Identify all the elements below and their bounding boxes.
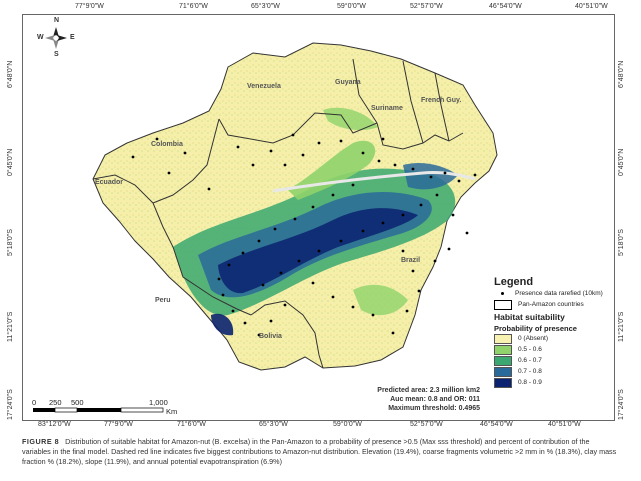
country-label: Guyana bbox=[335, 79, 361, 86]
bottom-tick-label: 71°6'0"W bbox=[177, 421, 206, 428]
scale-unit: Km bbox=[166, 407, 178, 416]
presence-points bbox=[131, 133, 477, 337]
legend-classes: 0 (Absent) 0.5 - 0.6 0.6 - 0.7 0.7 - 0.8 0.8… bbox=[494, 333, 614, 388]
scale-label: 250 bbox=[49, 398, 62, 407]
caption-text: Distribution of suitable habitat for Ama… bbox=[22, 437, 617, 466]
bottom-tick-label: 40°51'0"W bbox=[548, 421, 581, 428]
auc-mean: Auc mean: 0.8 and OR: 011 bbox=[390, 396, 480, 403]
left-tick-label: 0°45'0"N bbox=[7, 148, 14, 176]
south-label: S bbox=[54, 51, 59, 58]
bottom-tick-label: 77°9'0"W bbox=[104, 421, 133, 428]
legend-title: Legend bbox=[494, 276, 534, 288]
bottom-tick-label: 83°12'0"W bbox=[38, 421, 71, 428]
left-tick-label: 11°21'0"S bbox=[7, 311, 14, 342]
legend-class-label: 0.5 - 0.6 bbox=[518, 346, 542, 353]
legend-presence-label: Presence data rarefied (10km) bbox=[515, 290, 603, 297]
bottom-tick-label: 46°54'0"W bbox=[480, 421, 513, 428]
legend-class-label: 0 (Absent) bbox=[518, 335, 548, 342]
legend-class-swatch bbox=[494, 344, 512, 355]
model-stats: Predicted area: 2.3 million km2 Auc mean… bbox=[340, 386, 480, 413]
right-tick-label: 6°48'0"N bbox=[618, 60, 625, 88]
left-tick-label: 5°18'0"S bbox=[7, 229, 14, 256]
country-outline-swatch bbox=[494, 299, 512, 310]
top-tick-label: 52°57'0"W bbox=[410, 3, 443, 10]
north-label: N bbox=[54, 17, 60, 24]
country-label: Brazil bbox=[401, 257, 421, 264]
top-tick-label: 59°0'0"W bbox=[337, 3, 366, 10]
right-tick-label: 0°45'0"N bbox=[618, 148, 625, 176]
top-tick-label: 65°3'0"W bbox=[251, 3, 280, 10]
right-tick-label: 11°21'0"S bbox=[618, 311, 625, 342]
legend-class-swatch bbox=[494, 366, 512, 377]
top-tick-label: 46°54'0"W bbox=[489, 3, 522, 10]
legend-class-row: 0.5 - 0.6 bbox=[494, 344, 614, 355]
bottom-tick-label: 52°57'0"W bbox=[410, 421, 443, 428]
west-label: W bbox=[37, 34, 44, 41]
figure-caption: FIGURE 8 Distribution of suitable habita… bbox=[22, 437, 620, 467]
amazon-river bbox=[272, 171, 476, 193]
presence-dot-icon bbox=[501, 292, 504, 295]
scale-label: 0 bbox=[32, 398, 37, 407]
legend-class-label: 0.6 - 0.7 bbox=[518, 357, 542, 364]
top-tick-label: 71°6'0"W bbox=[179, 3, 208, 10]
scale-label: 1,000 bbox=[149, 398, 168, 407]
legend-class-swatch bbox=[494, 377, 512, 388]
east-label: E bbox=[70, 34, 75, 41]
country-label: French Guy. bbox=[421, 97, 462, 104]
map-legend: Legend Presence data rarefied (10km) Pan… bbox=[494, 276, 614, 388]
left-tick-label: 6°48'0"N bbox=[7, 60, 14, 88]
legend-class-row: 0 (Absent) bbox=[494, 333, 614, 344]
legend-class-row: 0.7 - 0.8 bbox=[494, 366, 614, 377]
map-canvas bbox=[33, 27, 498, 413]
legend-countries-label: Pan-Amazon countries bbox=[518, 301, 584, 308]
figure-number: FIGURE 8 bbox=[22, 437, 60, 446]
legend-class-row: 0.6 - 0.7 bbox=[494, 355, 614, 366]
bottom-tick-label: 59°0'0"W bbox=[333, 421, 362, 428]
top-tick-label: 77°9'0"W bbox=[75, 3, 104, 10]
country-borders bbox=[92, 58, 464, 369]
legend-class-row: 0.8 - 0.9 bbox=[494, 377, 614, 388]
max-threshold: Maximum threshold: 0.4965 bbox=[388, 405, 480, 412]
predicted-area: Predicted area: 2.3 million km2 bbox=[377, 387, 480, 394]
legend-class-swatch bbox=[494, 333, 512, 344]
right-tick-label: 5°18'0"S bbox=[618, 229, 625, 256]
left-tick-label: 17°24'0"S bbox=[7, 389, 14, 420]
country-label: Bolivia bbox=[259, 333, 282, 340]
top-tick-label: 40°51'0"W bbox=[575, 3, 608, 10]
north-arrow-icon bbox=[45, 27, 67, 49]
country-label: Peru bbox=[155, 297, 171, 304]
country-label: Suriname bbox=[371, 105, 403, 112]
map-frame: N S W E Venezuela Guyana Suriname French… bbox=[22, 14, 615, 421]
country-label: Venezuela bbox=[247, 83, 281, 90]
legend-presence: Presence data rarefied (10km) bbox=[494, 288, 614, 299]
right-tick-label: 17°24'0"S bbox=[618, 389, 625, 420]
legend-probability: Probability of presence bbox=[494, 324, 577, 333]
country-label: Ecuador bbox=[95, 179, 124, 186]
legend-countries: Pan-Amazon countries bbox=[494, 299, 614, 310]
legend-class-label: 0.7 - 0.8 bbox=[518, 368, 542, 375]
legend-class-label: 0.8 - 0.9 bbox=[518, 379, 542, 386]
scale-bar bbox=[33, 407, 164, 413]
scale-label: 500 bbox=[71, 398, 84, 407]
legend-habitat: Habitat suitability bbox=[494, 312, 565, 322]
bottom-tick-label: 65°3'0"W bbox=[259, 421, 288, 428]
legend-class-swatch bbox=[494, 355, 512, 366]
country-label: Colombia bbox=[151, 141, 183, 148]
